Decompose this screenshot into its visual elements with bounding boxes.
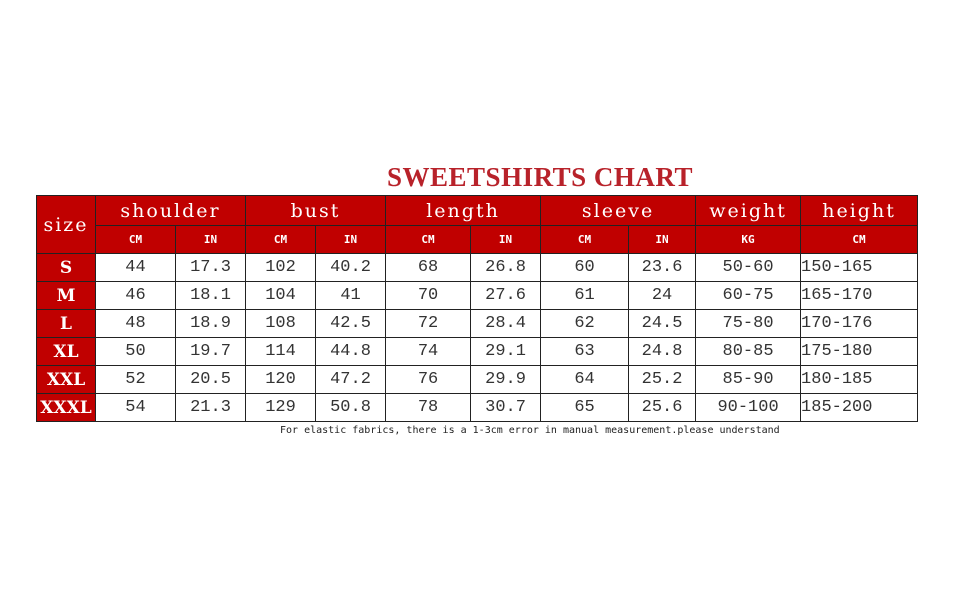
unit-header: CM	[245, 225, 317, 254]
table-row: L 48 18.9 108 42.5 72 28.4 62 24.5 75-80 170-176	[36, 309, 919, 338]
table-cell: 48	[95, 309, 176, 338]
table-cell: 50-60	[695, 253, 802, 282]
table-cell: 23.6	[628, 253, 697, 282]
unit-header: IN	[470, 225, 542, 254]
table-cell: 18.9	[174, 309, 247, 338]
table-cell: 114	[245, 337, 317, 366]
header-weight: weight	[695, 195, 802, 226]
table-cell: 63	[540, 337, 630, 366]
table-cell: 21.3	[174, 393, 247, 422]
table-row: XXXL 54 21.3 129 50.8 78 30.7 65 25.6 90-100 185-2…	[36, 393, 919, 422]
table-cell: 41	[315, 281, 387, 310]
table-cell: 18.1	[174, 281, 247, 310]
table-cell: 20.5	[174, 365, 247, 394]
measurement-note: For elastic fabrics, there is a 1-3cm er…	[280, 425, 780, 436]
size-label: XXXL	[36, 393, 96, 422]
size-label: L	[36, 309, 96, 338]
table-cell: 30.7	[470, 393, 542, 422]
table-cell: 185-200	[800, 393, 919, 422]
size-label: S	[36, 253, 96, 282]
table-cell: 175-180	[800, 337, 919, 366]
table-cell: 29.9	[470, 365, 542, 394]
table-cell: 60-75	[695, 281, 802, 310]
table-cell: 65	[540, 393, 630, 422]
table-cell: 165-170	[800, 281, 919, 310]
chart-title: SWEETSHIRTS CHART	[387, 162, 693, 192]
table-cell: 44.8	[315, 337, 387, 366]
unit-header: IN	[174, 225, 247, 254]
table-cell: 25.6	[628, 393, 697, 422]
table-cell: 108	[245, 309, 317, 338]
size-label: M	[36, 281, 96, 310]
table-cell: 46	[95, 281, 176, 310]
table-cell: 80-85	[695, 337, 802, 366]
table-cell: 104	[245, 281, 317, 310]
table-cell: 27.6	[470, 281, 542, 310]
unit-header: CM	[385, 225, 472, 254]
table-cell: 54	[95, 393, 176, 422]
table-cell: 19.7	[174, 337, 247, 366]
table-cell: 68	[385, 253, 472, 282]
table-cell: 24.5	[628, 309, 697, 338]
header-sleeve: sleeve	[540, 195, 697, 226]
table-cell: 170-176	[800, 309, 919, 338]
table-cell: 70	[385, 281, 472, 310]
table-cell: 102	[245, 253, 317, 282]
table-row: M 46 18.1 104 41 70 27.6 61 24 60-75 165-170	[36, 281, 919, 310]
table-cell: 60	[540, 253, 630, 282]
table-cell: 120	[245, 365, 317, 394]
table-row: S 44 17.3 102 40.2 68 26.8 60 23.6 50-60 150-165	[36, 253, 919, 282]
unit-header: IN	[628, 225, 697, 254]
table-cell: 29.1	[470, 337, 542, 366]
size-label: XXL	[36, 365, 96, 394]
table-cell: 90-100	[695, 393, 802, 422]
table-cell: 24	[628, 281, 697, 310]
table-cell: 52	[95, 365, 176, 394]
table-cell: 50	[95, 337, 176, 366]
header-length: length	[385, 195, 542, 226]
header-bust: bust	[245, 195, 387, 226]
table-cell: 150-165	[800, 253, 919, 282]
unit-header: IN	[315, 225, 387, 254]
table-cell: 50.8	[315, 393, 387, 422]
size-table: size shoulder bust length sleeve weight …	[36, 195, 919, 422]
table-cell: 64	[540, 365, 630, 394]
unit-header: KG	[695, 225, 802, 254]
unit-header: CM	[540, 225, 630, 254]
table-cell: 180-185	[800, 365, 919, 394]
table-cell: 47.2	[315, 365, 387, 394]
table-cell: 78	[385, 393, 472, 422]
table-row: XXL 52 20.5 120 47.2 76 29.9 64 25.2 85-90 180-185	[36, 365, 919, 394]
header-shoulder: shoulder	[94, 195, 247, 226]
table-cell: 76	[385, 365, 472, 394]
table-row: XL 50 19.7 114 44.8 74 29.1 63 24.8 80-85 175-180	[36, 337, 919, 366]
table-cell: 42.5	[315, 309, 387, 338]
table-cell: 62	[540, 309, 630, 338]
table-cell: 40.2	[315, 253, 387, 282]
table-cell: 28.4	[470, 309, 542, 338]
unit-header: CM	[95, 225, 176, 254]
table-cell: 129	[245, 393, 317, 422]
size-label: XL	[36, 337, 96, 366]
table-cell: 44	[95, 253, 176, 282]
table-cell: 26.8	[470, 253, 542, 282]
table-cell: 74	[385, 337, 472, 366]
header-size: size	[36, 195, 96, 254]
table-cell: 24.8	[628, 337, 697, 366]
table-cell: 72	[385, 309, 472, 338]
header-height: height	[800, 195, 919, 226]
table-cell: 25.2	[628, 365, 697, 394]
unit-header: CM	[800, 225, 919, 254]
table-cell: 61	[540, 281, 630, 310]
table-cell: 85-90	[695, 365, 802, 394]
table-cell: 75-80	[695, 309, 802, 338]
table-cell: 17.3	[174, 253, 247, 282]
